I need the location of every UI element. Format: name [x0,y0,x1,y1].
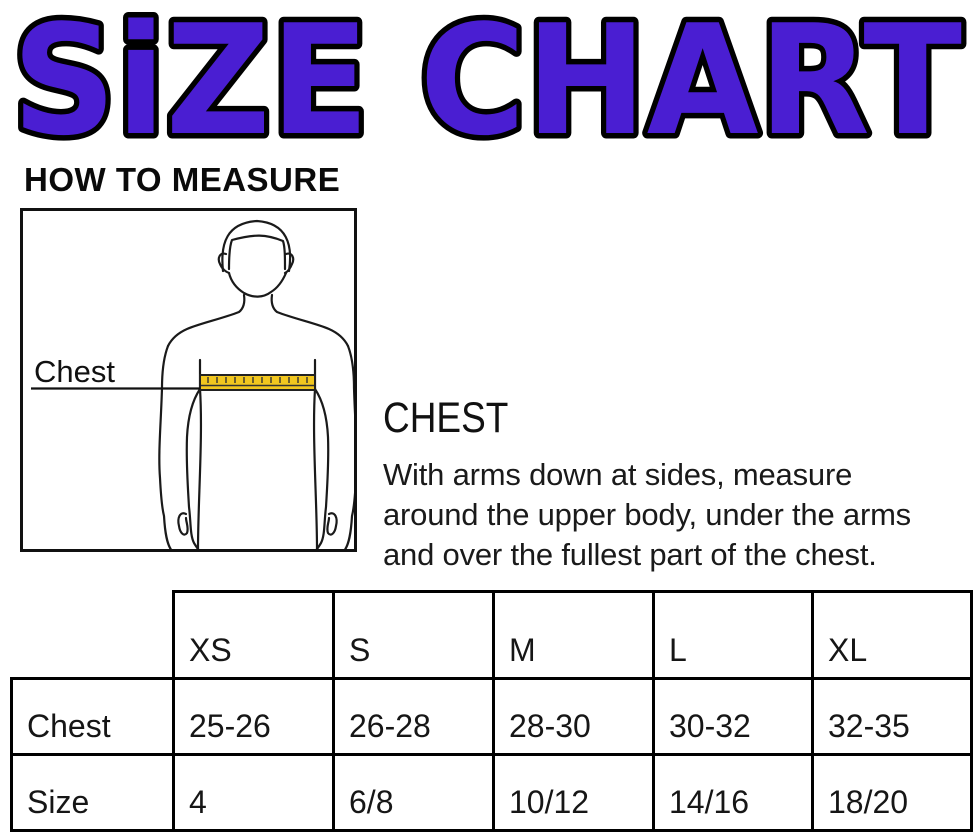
column-header-m: M [492,590,655,680]
column-header-s: S [332,590,495,680]
table-cell: 28-30 [492,677,655,756]
diagram-chest-label: Chest [34,354,115,389]
table-cell: 4 [172,753,335,832]
table-corner-cell [12,592,174,679]
table-cell: 32-35 [811,677,973,756]
table-cell: 6/8 [332,753,495,832]
chest-instructions-section: CHEST With arms down at sides, measure a… [383,396,978,575]
column-header-l: L [652,590,814,680]
page-title: SiZE CHART [12,0,962,156]
chest-section-description: With arms down at sides, measure around … [383,455,978,575]
table-cell: 26-28 [332,677,495,756]
column-header-xs: XS [172,590,335,680]
size-table: XS S M L XL Chest 25-26 26-28 28-30 30-3… [10,590,973,832]
column-header-xl: XL [811,590,973,680]
row-label-chest: Chest [10,677,175,756]
description-line: around the upper body, under the arms [383,497,911,532]
chest-section-heading: CHEST [383,394,509,442]
description-line: With arms down at sides, measure [383,457,853,492]
table-row-chest: Chest 25-26 26-28 28-30 30-32 32-35 [10,677,973,756]
table-cell: 25-26 [172,677,335,756]
how-to-measure-heading: HOW TO MEASURE [24,161,341,198]
row-label-size: Size [10,753,175,832]
table-cell: 18/20 [811,753,973,832]
size-chart-title-graphic: SiZE CHART [7,0,968,156]
table-row-size: Size 4 6/8 10/12 14/16 18/20 [10,753,973,832]
tape-measure-icon [199,374,316,391]
table-cell: 14/16 [652,753,814,832]
table-cell: 30-32 [652,677,814,756]
table-cell: 10/12 [492,753,655,832]
measure-diagram-box: Chest [20,208,357,552]
measure-figure-illustration: Chest [31,219,354,549]
size-table-header-row: XS S M L XL [12,590,973,680]
description-line: and over the fullest part of the chest. [383,537,877,572]
person-outline-icon [158,219,354,549]
